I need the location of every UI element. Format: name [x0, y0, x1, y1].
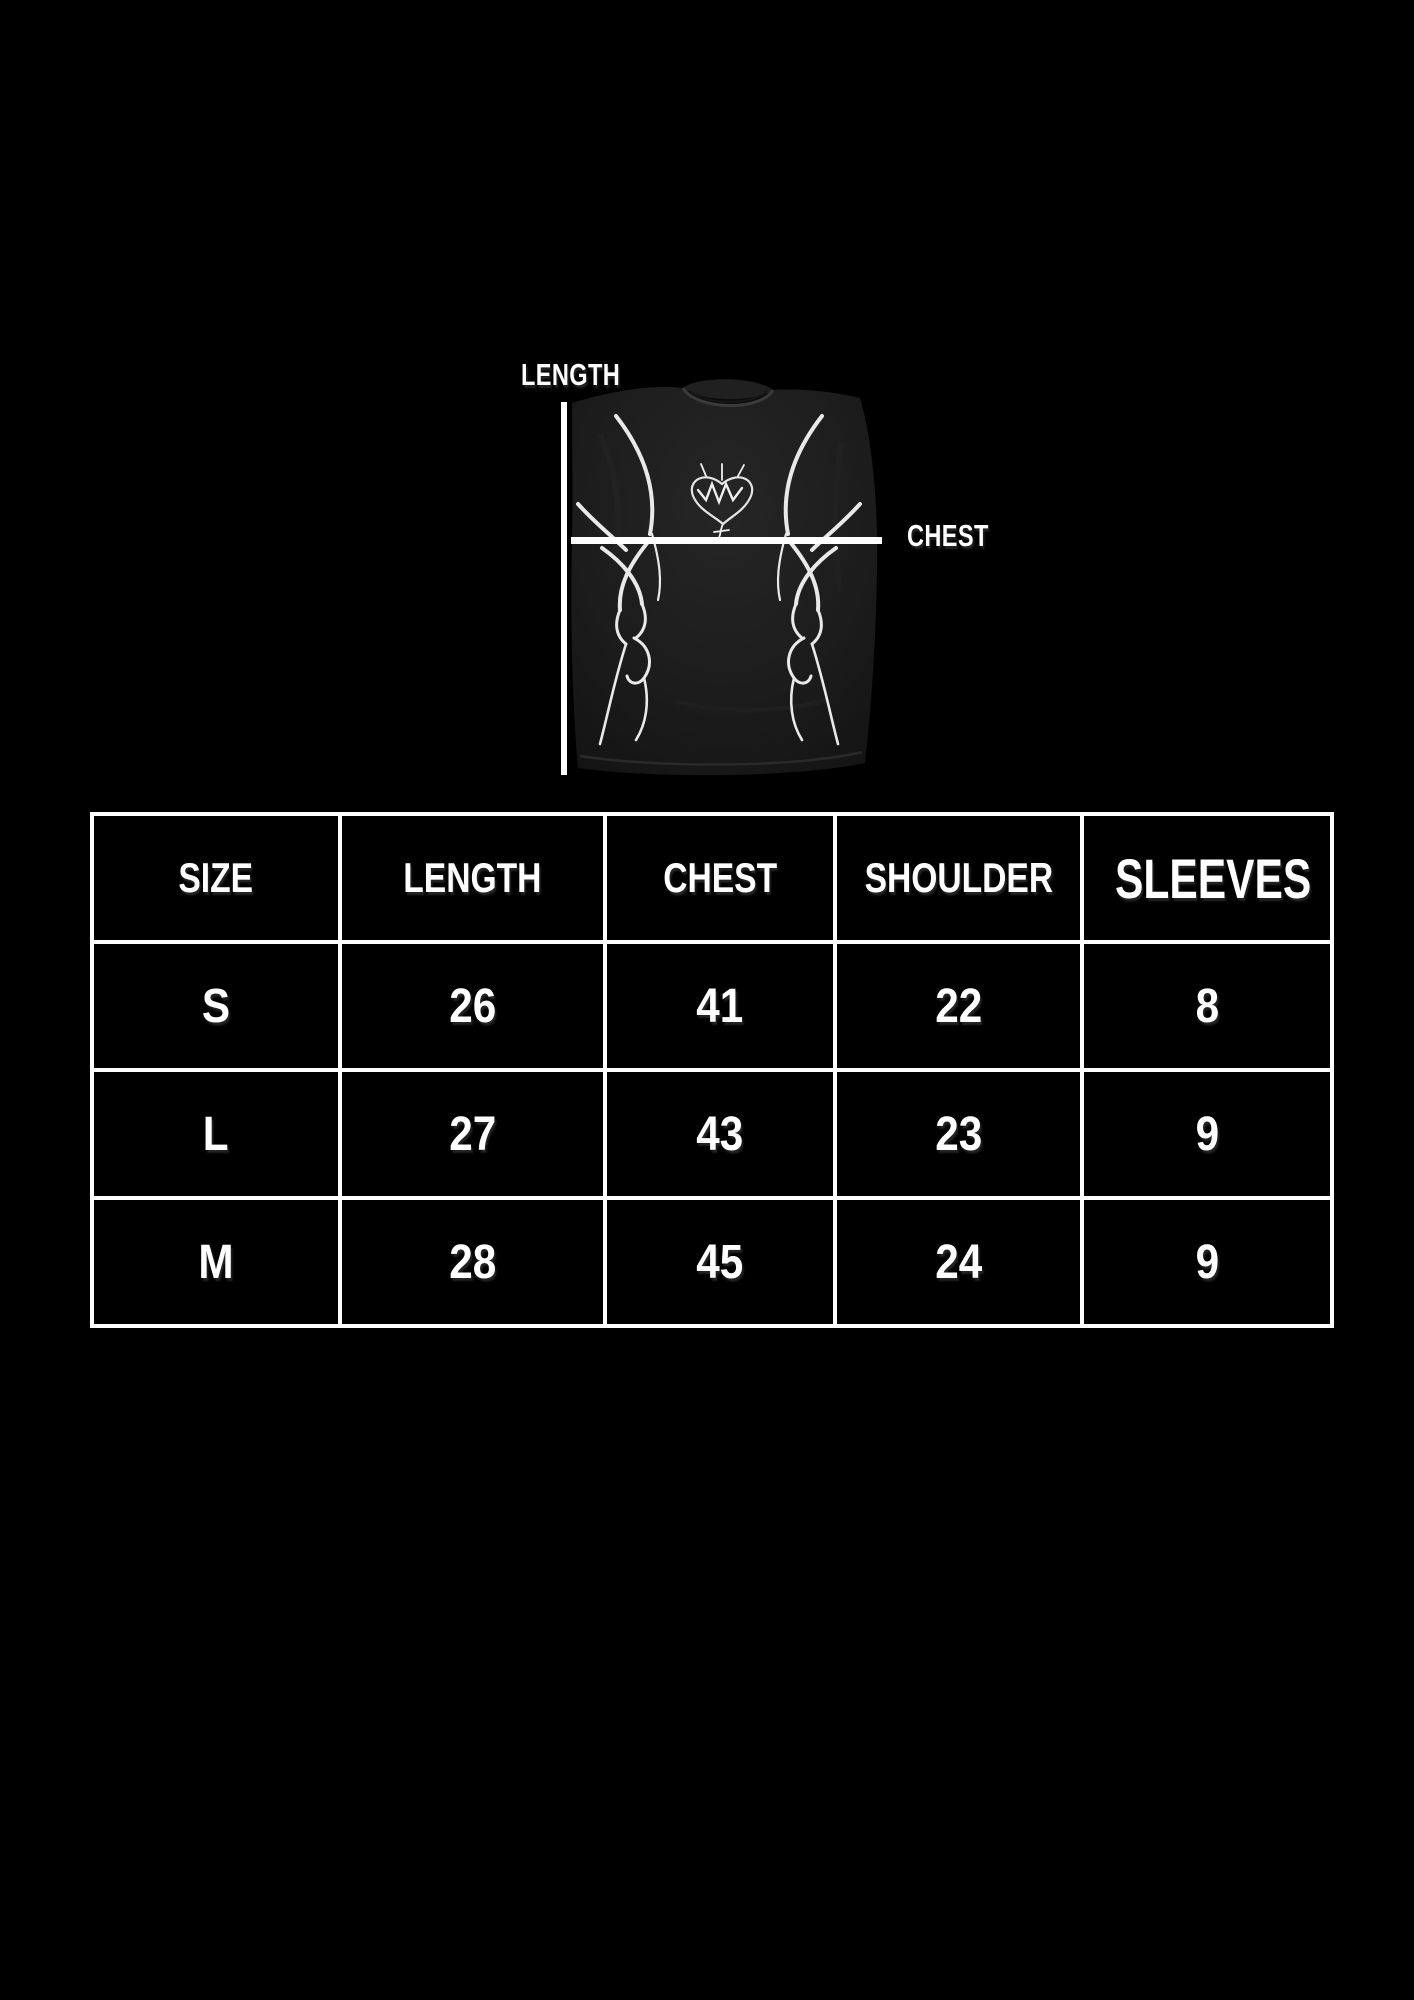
cell-value: 23: [935, 1107, 982, 1161]
tribal-print-graphic: [576, 414, 662, 746]
cell-value: 24: [935, 1235, 982, 1289]
header-label: LENGTH: [403, 854, 542, 901]
cell-sleeves: 9: [1080, 1068, 1334, 1200]
header-cell-shoulder: SHOULDER: [833, 812, 1084, 944]
cell-size: S: [90, 940, 342, 1072]
cell-value: 45: [696, 1235, 744, 1289]
header-label: SHOULDER: [864, 854, 1053, 901]
cell-value: 28: [449, 1235, 496, 1289]
cell-value: 27: [449, 1107, 496, 1161]
header-label: CHEST: [663, 854, 777, 901]
header-cell-length: LENGTH: [338, 812, 607, 944]
cell-chest: 45: [603, 1196, 837, 1328]
cell-shoulder: 24: [833, 1196, 1084, 1328]
cell-shoulder: 22: [833, 940, 1084, 1072]
cell-value: L: [203, 1107, 229, 1161]
cell-value: 26: [449, 979, 496, 1033]
cell-chest: 41: [603, 940, 837, 1072]
length-measure-line: [561, 402, 567, 775]
cell-chest: 43: [603, 1068, 837, 1200]
cell-value: 22: [935, 979, 982, 1033]
cell-value: M: [198, 1235, 234, 1289]
cell-shoulder: 23: [833, 1068, 1084, 1200]
cell-sleeves: 8: [1080, 940, 1334, 1072]
cell-length: 28: [338, 1196, 607, 1328]
header-label: SLEEVES: [1114, 846, 1312, 910]
table-header-row: SIZE LENGTH CHEST SHOULDER SLEEVES: [90, 812, 1334, 944]
chest-measure-line: [571, 537, 882, 544]
cell-sleeves: 9: [1080, 1196, 1334, 1328]
chest-measure-label: CHEST: [907, 518, 989, 553]
size-table: SIZE LENGTH CHEST SHOULDER SLEEVES S 26 …: [90, 812, 1334, 1328]
cell-value: 8: [1195, 979, 1219, 1033]
header-cell-chest: CHEST: [603, 812, 837, 944]
table-row: S 26 41 22 8: [90, 940, 1334, 1072]
cell-length: 26: [338, 940, 607, 1072]
collar-graphic: [681, 387, 775, 407]
brand-logo-graphic: [690, 463, 754, 541]
cell-value: S: [201, 979, 231, 1033]
product-photo: [571, 379, 878, 776]
cell-value: 9: [1195, 1107, 1219, 1161]
cell-length: 27: [338, 1068, 607, 1200]
cell-size: L: [90, 1068, 342, 1200]
header-cell-size: SIZE: [90, 812, 342, 944]
cell-value: 41: [696, 979, 744, 1033]
header-cell-sleeves: SLEEVES: [1080, 812, 1334, 944]
cell-size: M: [90, 1196, 342, 1328]
table-row: M 28 45 24 9: [90, 1196, 1334, 1328]
header-label: SIZE: [178, 854, 254, 901]
cell-value: 9: [1195, 1235, 1219, 1289]
cell-value: 43: [696, 1107, 744, 1161]
table-row: L 27 43 23 9: [90, 1068, 1334, 1200]
length-measure-label: LENGTH: [521, 357, 621, 392]
